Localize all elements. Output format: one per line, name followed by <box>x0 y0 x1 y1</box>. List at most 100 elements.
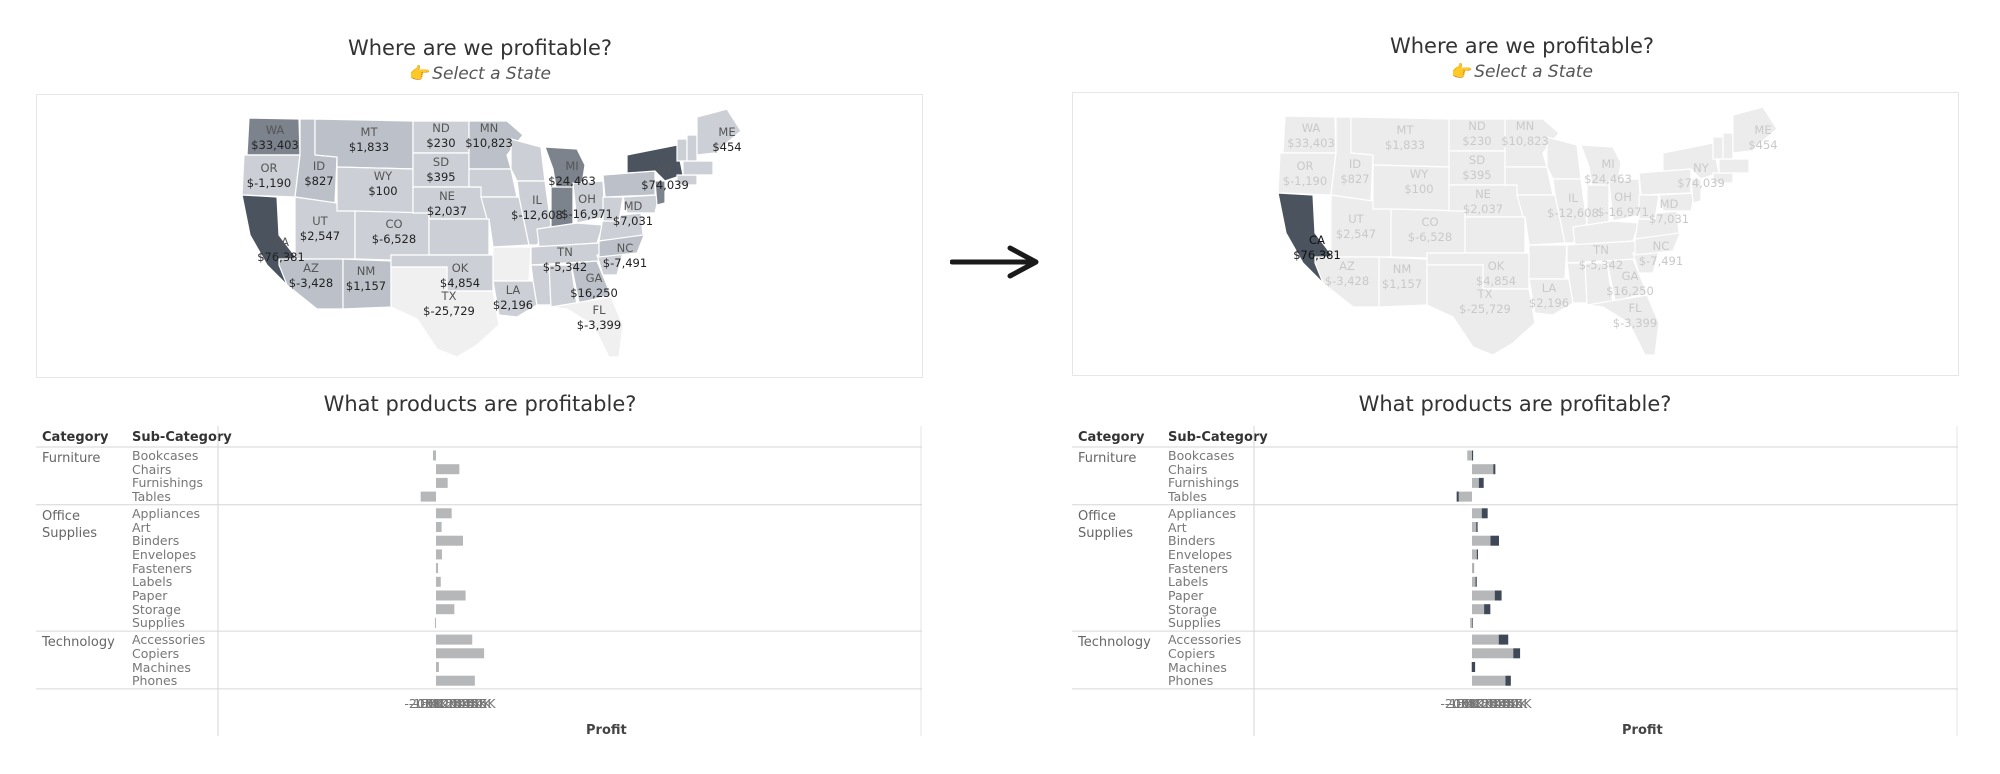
state-shape-ks[interactable] <box>428 218 490 256</box>
state-profit-fl: $-3,399 <box>1613 316 1657 330</box>
category-label: Furniture <box>42 450 100 467</box>
bar-negative-machines[interactable] <box>1471 662 1472 672</box>
state-shape-me[interactable] <box>1732 106 1778 154</box>
state-shape-ks[interactable] <box>1464 216 1526 254</box>
state-profit-or: $-1,190 <box>247 176 291 190</box>
bar-highlight-machines[interactable] <box>1471 662 1476 672</box>
bar-highlight-supplies[interactable] <box>1472 617 1473 628</box>
bar-highlight-chairs[interactable] <box>1493 464 1496 475</box>
bar-highlight-copiers[interactable] <box>1513 648 1521 659</box>
bar-appliances[interactable] <box>1472 508 1482 519</box>
state-shape-nh[interactable] <box>686 134 698 162</box>
bar-highlight-art[interactable] <box>1476 522 1478 532</box>
bar-tables[interactable] <box>1456 491 1472 502</box>
bar-highlight-envelopes[interactable] <box>1476 549 1478 560</box>
us-map-svg[interactable]: WA$33,403 MT$1,833 ND$230 MN$10,823 ME$454 OR… <box>37 95 922 377</box>
bar-storage[interactable] <box>1472 604 1485 615</box>
state-shape-ar[interactable] <box>492 246 532 282</box>
state-shape-tx[interactable] <box>390 266 500 358</box>
state-shape-la[interactable] <box>492 280 538 318</box>
bar-copiers[interactable] <box>1472 648 1514 659</box>
state-shape-md[interactable] <box>1658 192 1696 212</box>
bar-accessories[interactable] <box>1472 634 1499 645</box>
state-shape-ma[interactable] <box>682 160 714 176</box>
state-profit-md: $7,031 <box>613 214 653 228</box>
state-shape-nj[interactable] <box>654 180 666 206</box>
bar-appliances[interactable] <box>436 508 452 519</box>
bar-tables[interactable] <box>420 491 436 502</box>
bar-storage[interactable] <box>436 604 455 615</box>
state-profit-ca: $76,381 <box>1293 248 1341 262</box>
bar-chairs[interactable] <box>1472 464 1494 475</box>
bar-envelopes[interactable] <box>436 549 442 560</box>
bar-highlight-appliances[interactable] <box>1481 508 1488 519</box>
bar-supplies[interactable] <box>434 617 436 628</box>
state-shape-wi[interactable] <box>510 138 546 182</box>
category-label-line: Supplies <box>42 525 97 541</box>
state-shape-tx[interactable] <box>1426 264 1536 356</box>
state-shape-ms[interactable] <box>1566 262 1588 304</box>
bar-envelopes[interactable] <box>1472 549 1477 560</box>
bar-negative-bookcases[interactable] <box>1467 450 1472 461</box>
bar-highlight-binders[interactable] <box>1490 535 1499 546</box>
bar-highlight-tables[interactable] <box>1456 491 1459 502</box>
state-code-wa: WA <box>266 123 285 137</box>
bar-negative-supplies[interactable] <box>1470 617 1472 628</box>
state-profit-sd: $395 <box>426 170 455 184</box>
bar-binders[interactable] <box>1472 535 1491 546</box>
bar-highlight-accessories[interactable] <box>1498 634 1509 645</box>
state-profit-il: $-12,608 <box>1547 206 1599 220</box>
bar-highlight-furnishings[interactable] <box>1478 477 1484 488</box>
bar-fasteners[interactable] <box>1472 563 1474 574</box>
bar-paper[interactable] <box>436 590 466 601</box>
state-profit-oh: $-16,971 <box>1597 205 1649 219</box>
bar-art[interactable] <box>1472 522 1477 532</box>
state-code-ny: NY <box>657 163 674 177</box>
state-shape-ga[interactable] <box>1606 258 1648 302</box>
state-shape-wi[interactable] <box>1546 136 1582 180</box>
state-shape-nh[interactable] <box>1722 132 1734 160</box>
bar-phones[interactable] <box>1472 675 1506 686</box>
state-shape-ar[interactable] <box>1528 244 1568 280</box>
states-group[interactable] <box>1277 106 1778 356</box>
bar-labels[interactable] <box>436 576 441 587</box>
bar-binders[interactable] <box>436 535 463 546</box>
subcategory-label: Chairs <box>132 461 172 477</box>
bar-fasteners[interactable] <box>436 563 439 574</box>
bar-art[interactable] <box>436 522 442 532</box>
bar-labels[interactable] <box>1472 576 1476 587</box>
bar-highlight-labels[interactable] <box>1475 576 1477 587</box>
bar-paper[interactable] <box>1472 590 1495 601</box>
state-shape-fl[interactable] <box>1586 294 1660 356</box>
state-shape-vt[interactable] <box>1712 136 1724 160</box>
bar-highlight-paper[interactable] <box>1494 590 1502 601</box>
state-shape-ms[interactable] <box>530 264 552 306</box>
state-shape-me[interactable] <box>696 108 742 156</box>
state-map-right[interactable]: WA $33,403 MT $1,833 ND $230 MN $10,823 ME $454 OR… <box>1072 92 1959 376</box>
state-shape-md[interactable] <box>622 194 660 214</box>
bar-highlight-bookcases[interactable] <box>1472 450 1474 461</box>
state-profit-ca: $76,381 <box>257 250 305 264</box>
state-map-left[interactable]: WA $33,403 MT $1,833 ND $230 MN $10,823 ME $454 OR… <box>36 94 923 378</box>
axis-tick-label: 50K <box>1503 696 1528 711</box>
bar-accessories[interactable] <box>436 634 473 645</box>
bar-bookcases[interactable] <box>432 450 436 461</box>
bar-phones[interactable] <box>436 675 475 686</box>
state-code-ga: GA <box>586 271 603 285</box>
bar-copiers[interactable] <box>436 648 485 659</box>
state-code-mi: MI <box>1601 157 1614 171</box>
states-group[interactable] <box>241 108 742 358</box>
state-shape-vt[interactable] <box>676 138 688 162</box>
bar-machines[interactable] <box>436 662 439 672</box>
state-shape-ma[interactable] <box>1718 158 1750 174</box>
bar-furnishings[interactable] <box>1472 477 1479 488</box>
state-shape-ga[interactable] <box>570 260 612 304</box>
state-shape-fl[interactable] <box>550 296 624 358</box>
bar-highlight-storage[interactable] <box>1484 604 1491 615</box>
bar-chairs[interactable] <box>436 464 460 475</box>
state-shape-nj[interactable] <box>1690 178 1702 204</box>
bar-highlight-phones[interactable] <box>1505 675 1511 686</box>
us-map-svg[interactable]: WA$33,403 MT$1,833 ND$230 MN$10,823 ME$454 OR… <box>1073 93 1958 375</box>
bar-furnishings[interactable] <box>436 477 448 488</box>
state-shape-la[interactable] <box>1528 278 1574 316</box>
